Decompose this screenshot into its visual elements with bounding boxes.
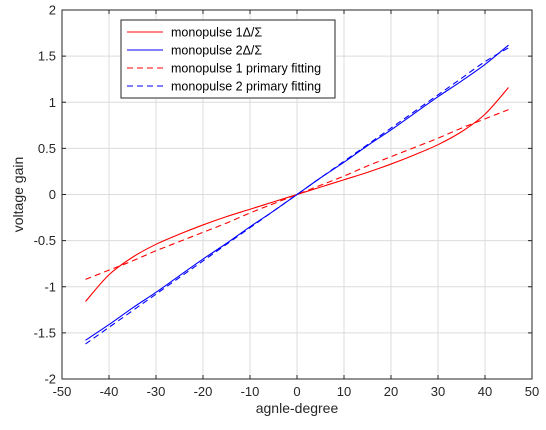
x-tick-label: -50 (53, 384, 72, 399)
series-line-4 (85, 47, 509, 345)
y-tick-label: 1.5 (38, 49, 56, 64)
x-tick-label: 50 (525, 384, 539, 399)
x-tick-label: -10 (241, 384, 260, 399)
y-tick-label: 1 (49, 95, 56, 110)
y-tick-label: -1 (44, 279, 56, 294)
legend-label: monopulse 2 primary fitting (171, 80, 321, 94)
legend-label: monopulse 1 primary fitting (171, 62, 321, 76)
axis-ticks: -50 -40 -30 -20 -10 0 10 20 30 40 50 -2 -1.5 -1 -0.5 0 0… (34, 3, 540, 400)
y-tick-label: 0 (49, 187, 56, 202)
y-tick-label: -1.5 (34, 325, 56, 340)
series-line-2 (85, 44, 509, 341)
legend-box (120, 19, 336, 99)
series-lines (85, 44, 509, 345)
x-tick-label: 40 (478, 384, 492, 399)
x-tick-label: 0 (293, 384, 300, 399)
y-tick-label: 2 (49, 3, 56, 18)
y-axis-title: voltage gain (10, 157, 26, 233)
x-tick-label: -40 (100, 384, 119, 399)
x-tick-label: 10 (337, 384, 351, 399)
y-tick-label: 0.5 (38, 141, 56, 156)
x-tick-label: 20 (384, 384, 398, 399)
legend-label: monopulse 1Δ/Σ (171, 26, 262, 40)
legend: monopulse 1Δ/Σ monopulse 2Δ/Σ monopulse 1 … (120, 19, 336, 99)
y-tick-label: -0.5 (34, 233, 56, 248)
legend-label: monopulse 2Δ/Σ (171, 44, 262, 58)
x-tick-label: 30 (431, 384, 445, 399)
x-tick-label: -30 (147, 384, 166, 399)
y-tick-label: -2 (44, 372, 56, 387)
x-axis-title: agnle-degree (256, 400, 339, 416)
x-tick-label: -20 (194, 384, 213, 399)
